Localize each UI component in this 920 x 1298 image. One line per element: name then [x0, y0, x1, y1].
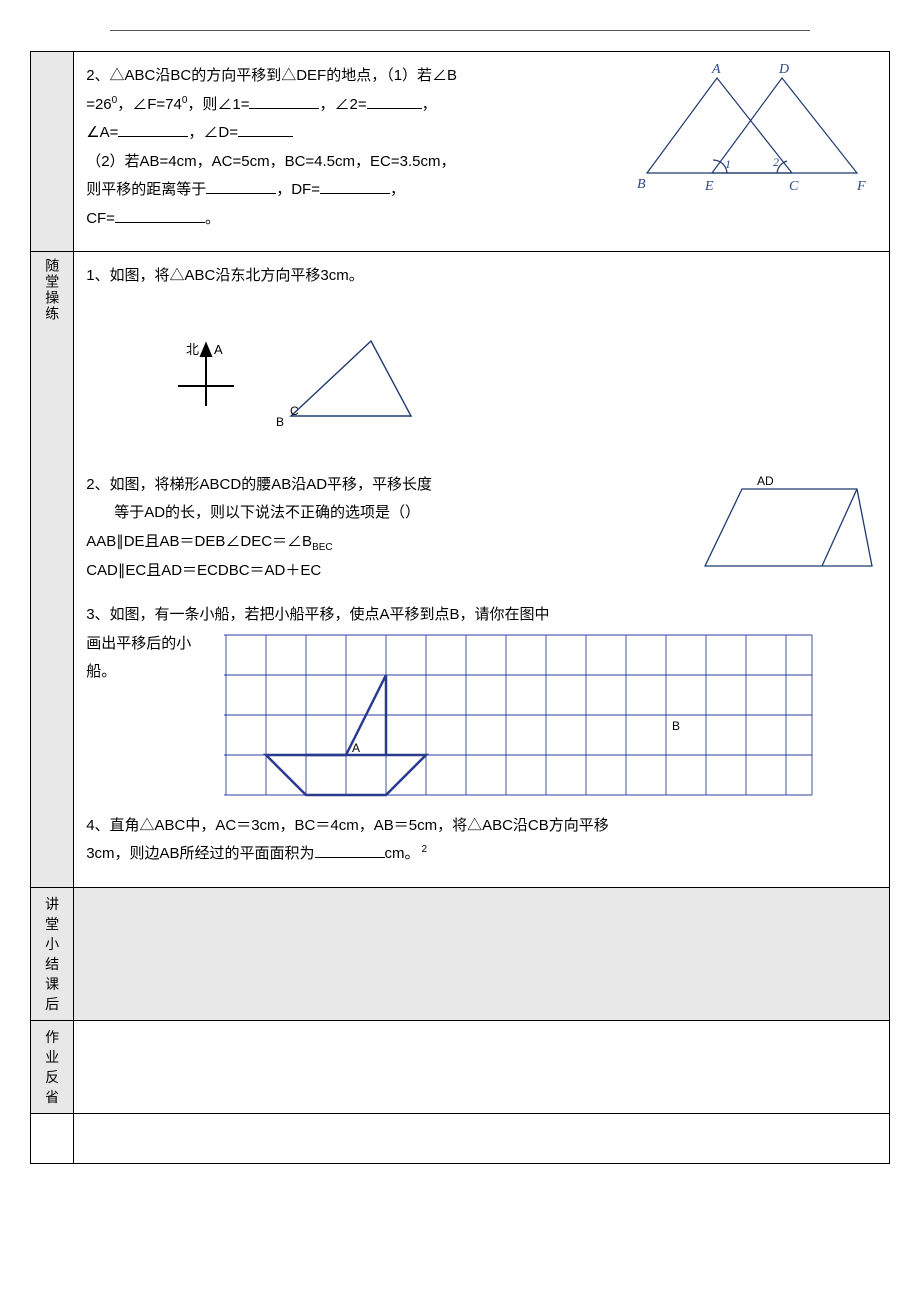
- row5-content: [74, 1113, 890, 1163]
- svg-text:B: B: [276, 415, 284, 429]
- svg-text:B: B: [637, 177, 646, 192]
- row1-content: 2、△ABC沿BC的方向平移到△DEF的地点，（1）若∠B =260，∠F=74…: [74, 52, 890, 252]
- blank-angle2: [367, 92, 422, 109]
- trapezoid-figure: AD: [687, 471, 877, 581]
- svg-text:E: E: [704, 179, 714, 194]
- compass-icon: 北 A: [166, 336, 246, 426]
- svg-text:D: D: [778, 62, 789, 77]
- q2-l1: 2、△ABC沿BC的方向平移到△DEF的地点，（1）若∠B: [86, 67, 457, 84]
- svg-text:北: 北: [186, 342, 199, 357]
- row3-content: [74, 887, 890, 1020]
- compass-and-triangle: 北 A B C: [166, 331, 877, 431]
- row4-label: 作业反省: [31, 1020, 74, 1113]
- s2-q1: 1、如图，将△ABC沿东北方向平移3cm。: [86, 262, 877, 291]
- fig-triangles-overlap: A D B E C F 1 2: [627, 58, 877, 245]
- svg-text:A: A: [352, 741, 360, 755]
- blank-area: [315, 842, 385, 859]
- svg-text:C: C: [789, 179, 799, 194]
- svg-text:A: A: [711, 62, 721, 77]
- boat-grid: A B: [224, 630, 814, 800]
- triangle-bc-icon: B C: [276, 331, 426, 431]
- svg-text:B: B: [672, 719, 680, 733]
- svg-text:AD: AD: [757, 474, 774, 488]
- blank-D: [238, 121, 293, 138]
- svg-text:F: F: [856, 179, 866, 194]
- row3-label: 讲堂小结课后: [31, 887, 74, 1020]
- blank-angle1: [249, 92, 319, 109]
- svg-text:A: A: [214, 342, 223, 357]
- row2-content: 1、如图，将△ABC沿东北方向平移3cm。 北 A B: [74, 252, 890, 888]
- svg-text:C: C: [290, 404, 299, 418]
- row4-content: [74, 1020, 890, 1113]
- svg-text:1: 1: [725, 157, 731, 171]
- svg-text:2: 2: [773, 155, 779, 169]
- blank-CF: [115, 206, 205, 223]
- top-rule: [110, 30, 810, 31]
- main-table: 2、△ABC沿BC的方向平移到△DEF的地点，（1）若∠B =260，∠F=74…: [30, 51, 890, 1164]
- blank-A: [118, 121, 188, 138]
- row5-label: [31, 1113, 74, 1163]
- s2-q3: 3、如图，有一条小船，若把小船平移，使点A平移到点B，请你在图中 画出平移后的小…: [86, 601, 877, 800]
- row1-label: [31, 52, 74, 252]
- row2-label: 随堂操练: [31, 252, 74, 888]
- blank-dist: [206, 178, 276, 195]
- s2-q4: 4、直角△ABC中，AC＝3cm，BC＝4cm，AB＝5cm，将△ABC沿CB方…: [86, 812, 877, 869]
- q2-text: 2、△ABC沿BC的方向平移到△DEF的地点，（1）若∠B =260，∠F=74…: [86, 62, 615, 233]
- blank-DF: [320, 178, 390, 195]
